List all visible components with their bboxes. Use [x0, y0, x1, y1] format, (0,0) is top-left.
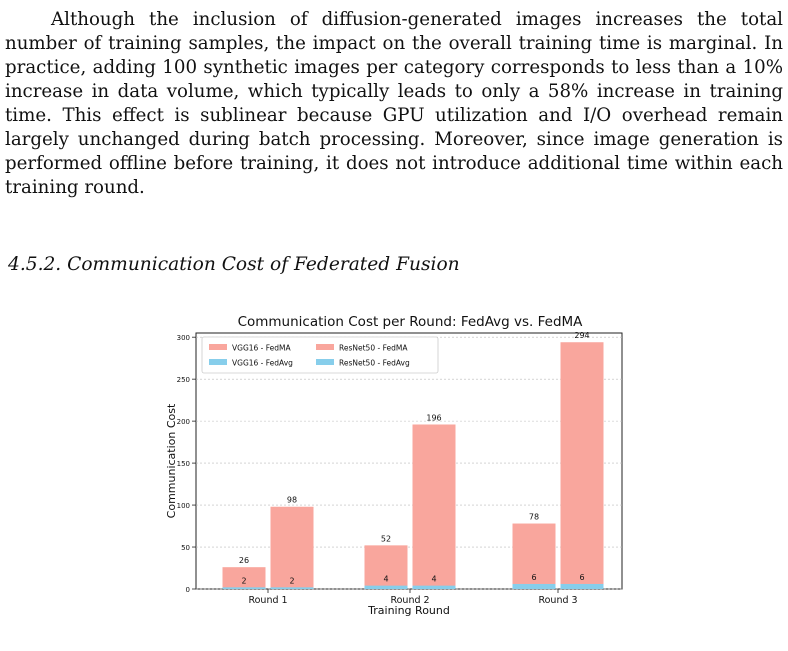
data-label: 294 — [574, 331, 589, 340]
data-label: 26 — [239, 556, 249, 565]
bar-resnet50-fedma — [412, 424, 456, 589]
legend-swatch — [316, 359, 334, 365]
bar-vgg16-fedavg — [512, 583, 556, 589]
body-paragraph: Although the inclusion of diffusion-gene… — [5, 9, 783, 198]
legend-box — [201, 336, 439, 374]
bar-vgg16-fedma — [512, 523, 556, 589]
data-label: 78 — [529, 513, 539, 522]
legend-swatch — [209, 359, 227, 365]
x-tick-label: Round 1 — [248, 595, 287, 606]
y-tick-label: 300 — [177, 334, 190, 342]
chart-title: Communication Cost per Round: FedAvg vs.… — [238, 314, 584, 330]
data-label: 4 — [431, 575, 436, 584]
bar-resnet50-fedma — [560, 342, 604, 589]
bar-resnet50-fedavg — [412, 585, 456, 589]
bar-resnet50-fedma — [270, 506, 314, 589]
y-axis: 0 50 100 150 200 250 300 — [177, 334, 196, 594]
legend: VGG16 - FedMA ResNet50 - FedMA VGG16 - Fed… — [201, 336, 439, 374]
bar-resnet50-fedavg — [560, 583, 604, 589]
x-axis-label: Training Round — [367, 604, 450, 617]
bars-group: 26 2 98 2 52 4 196 4 78 6 294 6 — [222, 331, 604, 589]
legend-swatch — [209, 344, 227, 350]
x-axis: Round 1 Round 2 Round 3 — [248, 589, 578, 606]
bar-vgg16-fedavg — [222, 587, 266, 589]
bar-chart: Communication Cost per Round: FedAvg vs.… — [165, 314, 623, 617]
y-tick-label: 250 — [177, 376, 190, 384]
data-label: 52 — [381, 534, 391, 543]
x-tick-label: Round 2 — [390, 595, 429, 606]
bar-resnet50-fedavg — [270, 587, 314, 589]
legend-label: VGG16 - FedAvg — [232, 359, 293, 368]
bar-vgg16-fedavg — [364, 585, 408, 589]
y-tick-label: 150 — [177, 460, 190, 468]
gridlines — [196, 336, 622, 590]
data-label: 4 — [383, 575, 388, 584]
data-label: 6 — [579, 573, 584, 582]
x-tick-label: Round 3 — [538, 595, 577, 606]
data-label: 98 — [287, 496, 297, 505]
y-tick-label: 0 — [186, 586, 190, 594]
data-label: 6 — [531, 573, 536, 582]
legend-label: ResNet50 - FedMA — [339, 344, 408, 353]
legend-label: ResNet50 - FedAvg — [339, 359, 410, 368]
legend-label: VGG16 - FedMA — [232, 344, 292, 353]
communication-cost-figure: Communication Cost per Round: FedAvg vs.… — [0, 300, 788, 630]
bar-vgg16-fedma — [364, 545, 408, 589]
legend-swatch — [316, 344, 334, 350]
section-heading: 4.5.2. Communication Cost of Federated F… — [8, 254, 460, 275]
data-label: 2 — [289, 576, 294, 585]
y-tick-label: 200 — [177, 418, 190, 426]
data-label: 2 — [241, 576, 246, 585]
y-tick-label: 100 — [177, 502, 190, 510]
data-label: 196 — [426, 413, 441, 422]
bar-vgg16-fedma — [222, 567, 266, 589]
y-tick-label: 50 — [181, 544, 190, 552]
y-axis-label: Communication Cost — [165, 403, 178, 518]
